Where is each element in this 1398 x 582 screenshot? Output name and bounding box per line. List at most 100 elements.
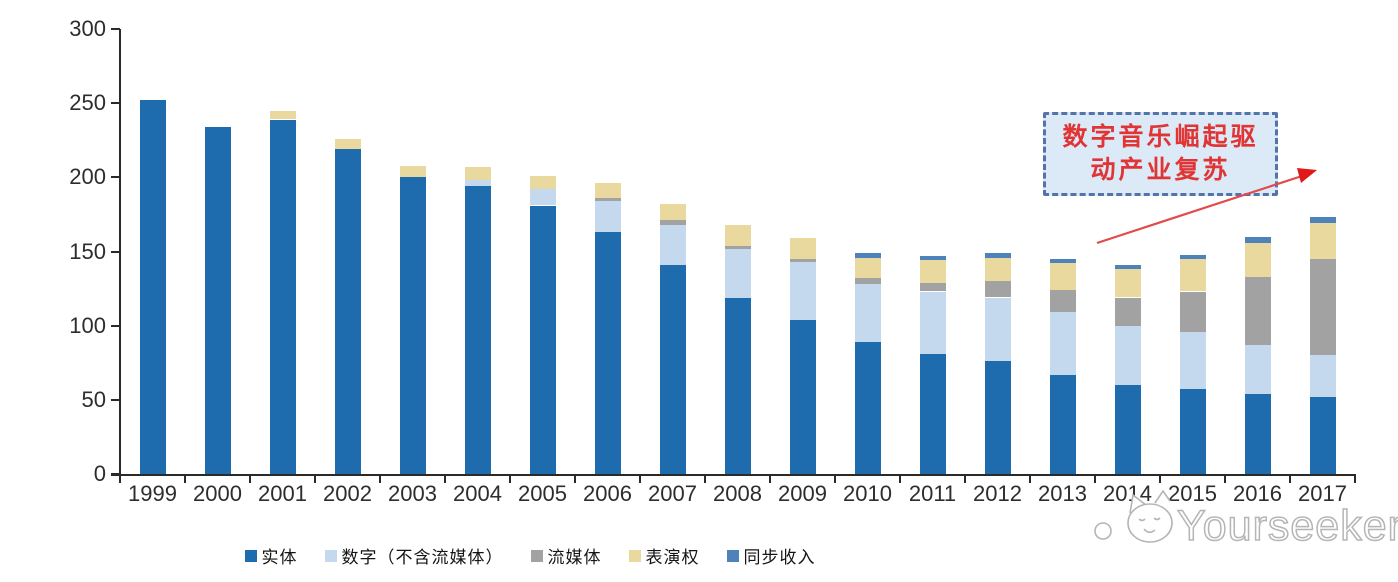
y-axis-tick-label: 0 xyxy=(93,461,106,486)
bar-segment xyxy=(269,110,296,120)
legend-label: 表演权 xyxy=(645,548,700,567)
bar-segment xyxy=(334,149,361,474)
x-axis-category-label: 2012 xyxy=(973,481,1022,506)
bar-segment xyxy=(984,297,1011,362)
legend-item: 表演权 xyxy=(628,543,700,568)
bar-segment xyxy=(919,282,946,292)
bar-segment xyxy=(1114,325,1141,385)
legend-swatch-icon xyxy=(324,549,337,562)
y-axis-line xyxy=(119,29,121,475)
x-axis-tick xyxy=(444,476,446,483)
bar-segment xyxy=(659,264,686,475)
y-axis-tick xyxy=(111,28,120,30)
x-axis-category-label: 2000 xyxy=(193,481,242,506)
bar-segment xyxy=(984,361,1011,474)
bar-segment xyxy=(984,253,1011,258)
bar-segment xyxy=(724,248,751,298)
bar-segment xyxy=(724,245,751,249)
bar-segment xyxy=(1114,297,1141,326)
x-axis-category-label: 2013 xyxy=(1038,481,1087,506)
x-axis-tick xyxy=(1289,476,1291,483)
y-axis-tick-label: 50 xyxy=(81,386,106,412)
bar-segment xyxy=(594,201,621,233)
bar-segment xyxy=(659,220,686,225)
bar-segment xyxy=(1179,254,1206,259)
x-axis-tick xyxy=(834,476,836,483)
bar-segment xyxy=(1244,236,1271,243)
y-axis-tick xyxy=(111,250,120,253)
bar-segment xyxy=(1049,312,1076,375)
bar-segment xyxy=(1049,258,1076,264)
bar-segment xyxy=(854,284,881,342)
y-axis-tick-label: 300 xyxy=(69,16,106,41)
x-axis-tick xyxy=(964,476,966,483)
legend-swatch-icon xyxy=(530,549,543,562)
x-axis-tick xyxy=(379,476,381,483)
x-axis-category-label: 2006 xyxy=(583,481,632,506)
bar-segment xyxy=(854,253,881,258)
x-axis-category-label: 2007 xyxy=(648,481,697,506)
bar-segment xyxy=(1179,389,1206,474)
legend-item: 实体 xyxy=(244,543,298,568)
x-axis-tick xyxy=(249,476,251,483)
bar-segment xyxy=(919,260,946,283)
x-axis-tick xyxy=(574,476,576,483)
x-axis-tick xyxy=(1224,476,1226,483)
legend-label: 数字（不含流媒体） xyxy=(341,548,504,567)
bar-segment xyxy=(789,319,816,474)
bar-segment xyxy=(529,175,556,190)
chart-legend: 实体 数字（不含流媒体） 流媒体 表演权 同步收入 xyxy=(0,543,1060,568)
y-axis-tick-label: 200 xyxy=(69,164,106,190)
legend-label: 同步收入 xyxy=(743,548,816,567)
bar-segment xyxy=(529,205,556,474)
x-axis-category-label: 2017 xyxy=(1298,481,1347,506)
bar-segment xyxy=(1244,276,1271,345)
bar-segment xyxy=(334,138,361,150)
bar-segment xyxy=(984,257,1011,282)
bar-segment xyxy=(724,297,751,474)
bar-segment xyxy=(1179,291,1206,332)
bar-segment xyxy=(854,342,881,474)
bar-segment xyxy=(1309,217,1336,224)
x-axis-tick xyxy=(314,476,316,483)
y-axis-tick xyxy=(111,324,120,327)
bar-segment xyxy=(594,183,621,199)
cat-eye-left-icon xyxy=(1138,518,1146,522)
legend-item: 同步收入 xyxy=(726,543,816,568)
bar-segment xyxy=(789,238,816,259)
annotation-text-line1: 数字音乐崛起驱 xyxy=(1062,123,1259,151)
cat-mouth-icon xyxy=(1143,528,1156,534)
bar-segment xyxy=(1114,385,1141,474)
x-axis-category-label: 2016 xyxy=(1233,481,1282,506)
x-axis-category-label: 2011 xyxy=(908,481,957,506)
x-axis-category-label: 2004 xyxy=(453,481,502,506)
bar-segment xyxy=(204,126,231,474)
cat-eye-right-icon xyxy=(1153,517,1161,521)
legend-swatch-icon xyxy=(628,549,641,562)
x-axis-tick xyxy=(509,476,511,483)
x-axis-tick xyxy=(1094,476,1096,483)
x-axis-category-label: 1999 xyxy=(128,481,177,506)
y-axis-tick-label: 250 xyxy=(69,90,106,116)
legend-label: 流媒体 xyxy=(547,548,602,567)
y-axis-tick xyxy=(111,398,120,401)
bar-segment xyxy=(399,177,426,474)
x-axis-tick xyxy=(1159,476,1161,483)
bar-segment xyxy=(464,186,491,474)
cat-face-icon xyxy=(1127,503,1173,543)
bar-segment xyxy=(659,224,686,265)
bar-segment xyxy=(1309,396,1336,474)
x-axis-tick xyxy=(899,476,901,483)
legend-swatch-icon xyxy=(726,549,739,562)
bar-segment xyxy=(789,258,816,262)
bar-segment xyxy=(659,204,686,221)
bar-segment xyxy=(529,189,556,206)
bar-segment xyxy=(724,224,751,246)
bar-segment xyxy=(594,198,621,202)
bar-segment xyxy=(1244,344,1271,394)
x-axis-category-label: 2010 xyxy=(843,481,892,506)
legend-label: 实体 xyxy=(261,548,298,567)
bar-segment xyxy=(919,353,946,475)
legend-item: 数字（不含流媒体） xyxy=(324,543,504,568)
